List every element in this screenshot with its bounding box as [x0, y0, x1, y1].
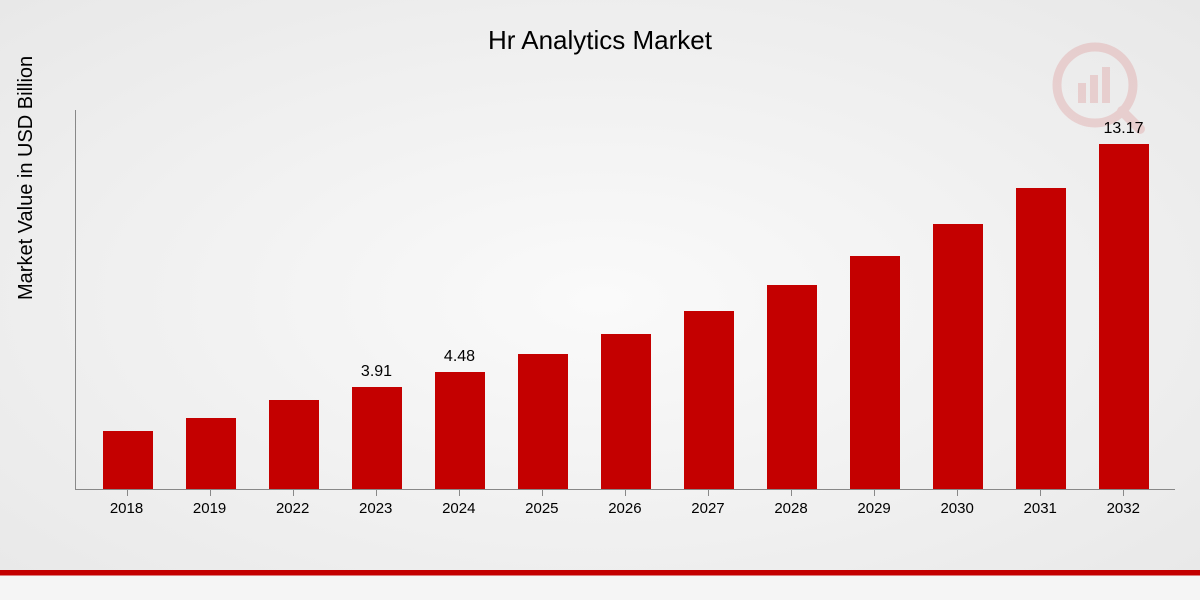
x-tick-2019: 2019	[180, 490, 240, 517]
x-tick-2027: 2027	[678, 490, 738, 517]
x-tick-2018: 2018	[97, 490, 157, 517]
x-tick-label: 2031	[1010, 500, 1070, 517]
bar-2027	[679, 311, 739, 489]
x-tick-2022: 2022	[263, 490, 323, 517]
bar-2030	[928, 224, 988, 489]
x-tick-2023: 2023	[346, 490, 406, 517]
x-tick-2026: 2026	[595, 490, 655, 517]
bar-2032: 13.17	[1094, 144, 1154, 489]
x-tick-label: 2026	[595, 500, 655, 517]
bar-rect	[850, 256, 900, 489]
bar-2028	[762, 285, 822, 489]
bar-value-label: 4.48	[444, 348, 475, 366]
bottom-stripe	[0, 570, 1200, 600]
x-tick-label: 2023	[346, 500, 406, 517]
bar-2019	[181, 418, 241, 489]
bar-rect	[684, 311, 734, 489]
bar-rect	[767, 285, 817, 489]
bar-rect	[1099, 144, 1149, 489]
bar-value-label: 13.17	[1103, 120, 1143, 138]
x-tick-2031: 2031	[1010, 490, 1070, 517]
plot-area: 3.91 4.48 13.17	[75, 110, 1175, 490]
x-tick-label: 2022	[263, 500, 323, 517]
bar-value-label: 3.91	[361, 363, 392, 381]
bar-2026	[596, 334, 656, 489]
y-axis-label: Market Value in USD Billion	[15, 56, 38, 300]
bar-rect	[435, 372, 485, 489]
x-tick-2032: 2032	[1093, 490, 1153, 517]
x-tick-label: 2019	[180, 500, 240, 517]
chart-container: 3.914.4813.17 20182019202220232024202520…	[75, 110, 1175, 530]
bar-2029	[845, 256, 905, 489]
bar-rect	[269, 400, 319, 489]
bar-2022	[264, 400, 324, 489]
bar-rect	[933, 224, 983, 489]
x-tick-label: 2025	[512, 500, 572, 517]
bar-2031	[1011, 188, 1071, 489]
x-tick-2028: 2028	[761, 490, 821, 517]
bar-2023: 3.91	[347, 387, 407, 489]
x-tick-2025: 2025	[512, 490, 572, 517]
bar-rect	[352, 387, 402, 489]
bar-2018	[98, 431, 158, 489]
bar-rect	[601, 334, 651, 489]
bar-rect	[1016, 188, 1066, 489]
chart-title: Hr Analytics Market	[0, 0, 1200, 56]
x-tick-label: 2028	[761, 500, 821, 517]
bar-rect	[518, 354, 568, 489]
x-tick-label: 2027	[678, 500, 738, 517]
x-tick-2024: 2024	[429, 490, 489, 517]
x-tick-label: 2029	[844, 500, 904, 517]
bar-rect	[186, 418, 236, 489]
x-axis: 2018 2019 2022 2023 2024 2025 2026 2027 2028 2029…	[75, 490, 1175, 517]
x-tick-label: 2032	[1093, 500, 1153, 517]
x-tick-2029: 2029	[844, 490, 904, 517]
x-tick-label: 2024	[429, 500, 489, 517]
bar-2025	[513, 354, 573, 489]
bar-2024: 4.48	[430, 372, 490, 489]
x-tick-label: 2030	[927, 500, 987, 517]
x-tick-label: 2018	[97, 500, 157, 517]
x-tick-2030: 2030	[927, 490, 987, 517]
bars-group: 3.91 4.48 13.17	[76, 110, 1175, 489]
bar-rect	[103, 431, 153, 489]
